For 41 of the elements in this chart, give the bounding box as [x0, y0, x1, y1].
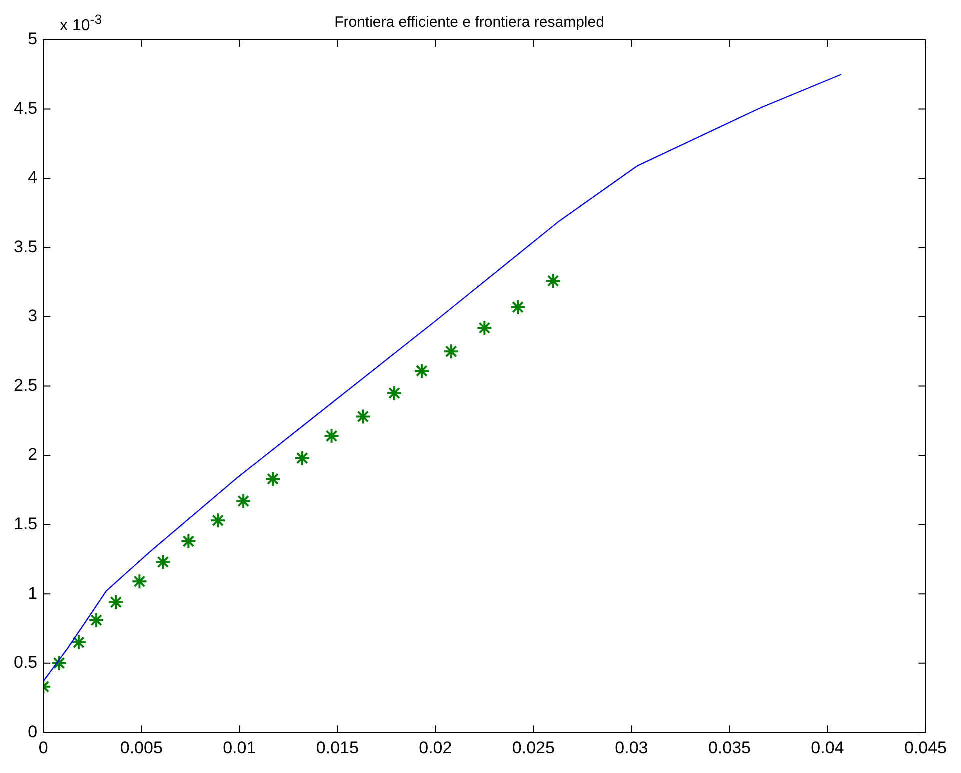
- point: [236, 493, 252, 510]
- point: [386, 385, 403, 402]
- point: [108, 594, 124, 610]
- y-tick-label: 1.5: [14, 514, 38, 534]
- y-tick-label: 1: [28, 584, 38, 603]
- y-tick-label: 4.5: [14, 98, 38, 118]
- y-tick-label: 2.5: [14, 376, 38, 395]
- text: x 10$^{-3}$: [60, 12, 102, 36]
- x-tick-label: 0.04: [811, 738, 844, 758]
- point: [355, 408, 372, 425]
- x-tick-label: 0.01: [223, 738, 256, 758]
- point: [294, 450, 310, 466]
- y-tick-label: 0.5: [14, 653, 38, 672]
- x-tick-label: 0.035: [708, 738, 751, 758]
- y-tick-label: 3: [28, 306, 38, 326]
- x-tick-label: 0.025: [512, 738, 555, 758]
- point: [476, 320, 493, 336]
- x-tick-label: 0.02: [419, 738, 452, 758]
- point: [70, 634, 87, 651]
- point: [155, 554, 172, 570]
- y-tick-label: 5: [28, 30, 38, 49]
- y-tick-label: 3.5: [14, 237, 38, 256]
- x-tick-label: 0.005: [120, 738, 163, 758]
- point: [51, 655, 68, 672]
- y-tick-label: 0: [28, 722, 38, 742]
- point: [545, 273, 562, 290]
- x-tick-label: 0.045: [904, 738, 948, 758]
- point: [264, 471, 281, 488]
- point: [180, 533, 197, 550]
- x-tick-label: 0.015: [316, 738, 359, 758]
- point: [414, 363, 430, 380]
- point: [88, 612, 105, 628]
- y-tick-label: 4: [28, 168, 38, 188]
- chart-title: Frontiera efficiente e frontiera resampled: [334, 14, 604, 32]
- point: [132, 574, 148, 590]
- point: [443, 344, 460, 360]
- point: [324, 428, 340, 444]
- point: [210, 512, 226, 529]
- x-tick-label: 0.03: [615, 738, 648, 758]
- y-tick-label: 2: [28, 445, 38, 464]
- point: [510, 299, 526, 316]
